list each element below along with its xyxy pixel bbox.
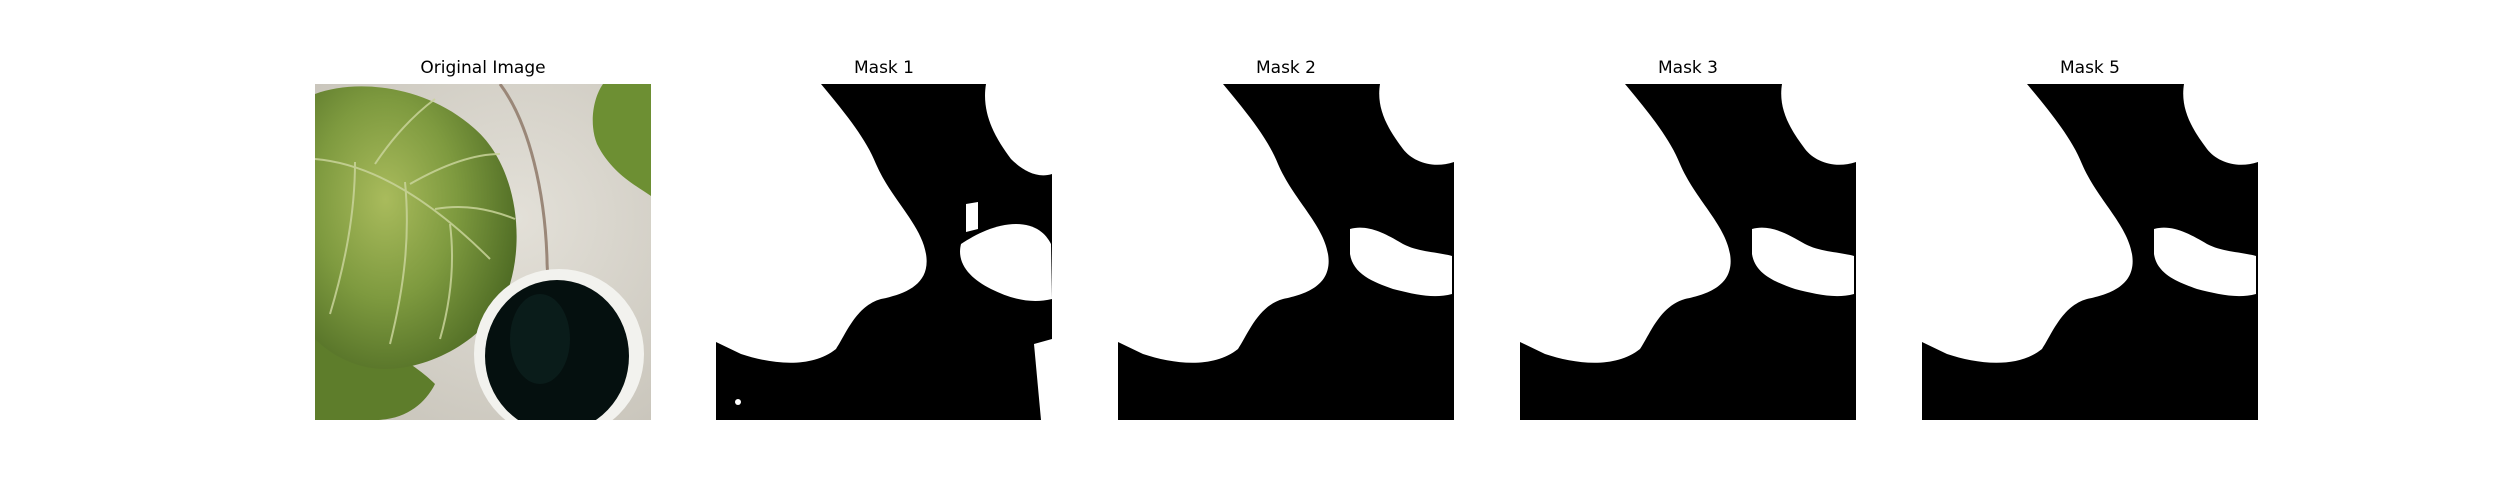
leaf-veins — [315, 98, 516, 345]
mask-leaf-region — [716, 84, 927, 363]
original-image — [315, 84, 651, 420]
mask-right-blob — [1350, 227, 1452, 297]
mask-5-image — [1922, 84, 2258, 420]
mask-3-image — [1520, 84, 1856, 420]
mask-top-right-region — [1379, 84, 1454, 165]
mask-2-image — [1118, 84, 1454, 420]
mask-right-blob — [2154, 227, 2256, 297]
mask-right-blob — [1752, 227, 1854, 297]
top-right-leaf — [592, 84, 651, 196]
mask-1-image — [716, 84, 1052, 420]
main-leaf — [315, 86, 517, 369]
mask-right-blob — [960, 224, 1052, 301]
panel-title: Mask 1 — [853, 58, 914, 78]
mask-small-fragment — [966, 202, 978, 232]
pot-reflection — [510, 294, 570, 384]
mask-leaf-region — [1922, 84, 2133, 363]
panel-title: Mask 5 — [2059, 58, 2120, 78]
mask-leaf-region — [1520, 84, 1731, 363]
mask-top-right-region — [1781, 84, 1856, 165]
mask-top-right-region — [985, 84, 1052, 176]
mask-speck — [735, 399, 741, 405]
panel-title: Mask 3 — [1657, 58, 1718, 78]
mask-leaf-region — [1118, 84, 1329, 363]
panel-title: Mask 2 — [1255, 58, 1316, 78]
panel-title: Original Image — [420, 58, 546, 78]
mask-top-right-region — [2183, 84, 2258, 165]
mask-edge-fragment — [1034, 339, 1052, 420]
